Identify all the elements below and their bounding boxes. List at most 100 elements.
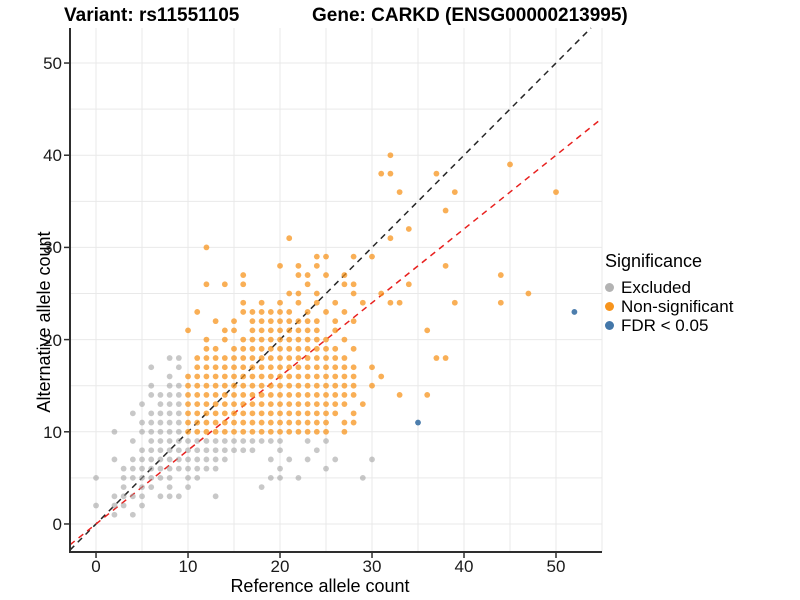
scatter-point	[240, 438, 247, 444]
scatter-point	[323, 355, 329, 361]
scatter-point	[277, 474, 283, 481]
scatter-point	[157, 438, 164, 444]
scatter-point	[212, 419, 219, 426]
scatter-point	[277, 382, 283, 389]
scatter-point	[139, 428, 145, 435]
scatter-point	[249, 327, 256, 334]
scatter-point	[212, 392, 219, 398]
scatter-point	[249, 364, 256, 371]
scatter-point	[313, 428, 320, 435]
scatter-point	[185, 327, 191, 334]
scatter-point	[359, 299, 366, 306]
scatter-point	[295, 327, 302, 334]
scatter-point	[323, 438, 329, 444]
scatter-point	[267, 428, 274, 435]
scatter-point	[240, 272, 247, 278]
scatter-point	[194, 456, 201, 463]
scatter-point	[332, 299, 339, 306]
scatter-point	[341, 428, 348, 435]
scatter-point	[258, 401, 265, 408]
scatter-point	[203, 465, 210, 472]
scatter-point	[451, 189, 458, 195]
scatter-point	[350, 345, 357, 352]
scatter-point	[258, 364, 265, 371]
scatter-point	[194, 364, 201, 371]
scatter-point	[111, 511, 118, 518]
scatter-point	[212, 318, 219, 325]
scatter-point	[148, 438, 155, 444]
scatter-point	[194, 382, 201, 389]
scatter-point	[286, 309, 293, 315]
scatter-point	[175, 438, 182, 444]
scatter-point	[249, 401, 256, 408]
legend: Significance Excluded Non-significant FDR …	[605, 251, 733, 335]
scatter-point	[120, 465, 127, 472]
scatter-point	[304, 373, 311, 380]
scatter-point	[277, 419, 283, 426]
scatter-point	[221, 419, 228, 426]
scatter-point	[313, 392, 320, 398]
scatter-point	[129, 493, 136, 500]
scatter-point	[212, 465, 219, 472]
scatter-point	[323, 272, 329, 278]
scatter-point	[212, 493, 219, 500]
scatter-point	[277, 327, 283, 334]
scatter-point	[424, 392, 431, 398]
scatter-point	[203, 373, 210, 380]
scatter-point	[231, 373, 237, 380]
scatter-point	[267, 419, 274, 426]
scatter-point	[350, 318, 357, 325]
legend-item-label: Non-significant	[621, 296, 734, 316]
gene-title: Gene: CARKD (ENSG00000213995)	[312, 5, 628, 26]
scatter-point	[249, 447, 256, 454]
scatter-point	[175, 493, 182, 500]
scatter-point	[185, 456, 191, 463]
scatter-point	[221, 327, 228, 334]
scatter-point	[240, 336, 247, 343]
scatter-point	[350, 281, 357, 288]
scatter-point	[553, 189, 559, 195]
scatter-point	[332, 392, 339, 398]
scatter-point	[350, 290, 357, 297]
scatter-point	[231, 428, 237, 435]
scatter-point	[139, 502, 145, 509]
scatter-point	[304, 309, 311, 315]
scatter-point	[203, 336, 210, 343]
scatter-point	[240, 281, 247, 288]
scatter-point	[258, 382, 265, 389]
scatter-point	[267, 318, 274, 325]
scatter-point	[286, 428, 293, 435]
scatter-point	[194, 309, 201, 315]
scatter-point	[175, 355, 182, 361]
scatter-point	[323, 253, 329, 260]
scatter-point	[185, 474, 191, 481]
scatter-point	[249, 355, 256, 361]
scatter-point	[258, 327, 265, 334]
scatter-point	[203, 392, 210, 398]
scatter-point	[341, 272, 348, 278]
scatter-point	[148, 382, 155, 389]
scatter-point	[369, 456, 375, 463]
scatter-point	[185, 465, 191, 472]
scatter-point	[157, 474, 164, 481]
scatter-point	[323, 419, 329, 426]
scatter-point	[415, 419, 421, 426]
scatter-point	[497, 299, 504, 306]
scatter-point	[129, 465, 136, 472]
legend-item-label: Excluded	[621, 277, 691, 297]
scatter-point	[166, 484, 173, 490]
scatter-point	[194, 419, 201, 426]
scatter-point	[332, 327, 339, 334]
scatter-point	[277, 262, 283, 269]
scatter-point	[221, 392, 228, 398]
scatter-point	[231, 382, 237, 389]
scatter-point	[203, 364, 210, 371]
scatter-point	[277, 428, 283, 435]
scatter-point	[185, 447, 191, 454]
scatter-point	[166, 419, 173, 426]
scatter-point	[139, 456, 145, 463]
scatter-point	[221, 355, 228, 361]
scatter-point	[313, 299, 320, 306]
scatter-point	[166, 410, 173, 417]
scatter-point	[295, 419, 302, 426]
